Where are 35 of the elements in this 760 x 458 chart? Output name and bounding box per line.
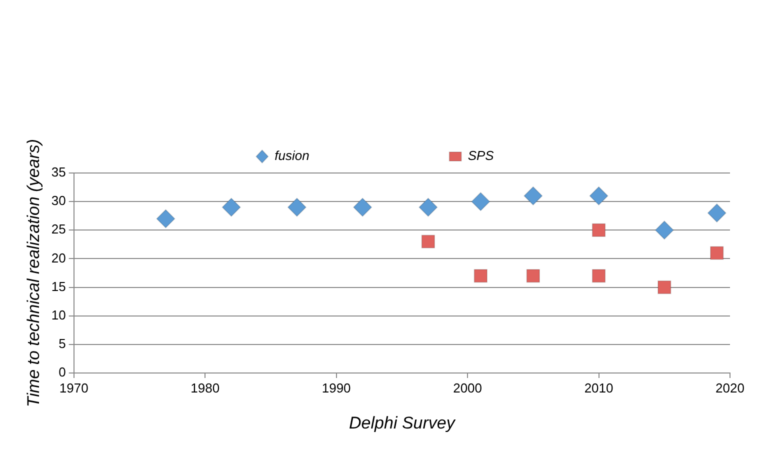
- point: [471, 192, 490, 212]
- y-tick-label: 10: [51, 307, 66, 322]
- y-tick-label: 0: [58, 364, 66, 380]
- point: [287, 198, 306, 217]
- legend-label: fusion: [274, 148, 310, 164]
- x-tick-label: 2010: [584, 380, 614, 396]
- point: [710, 246, 724, 260]
- point: [156, 209, 176, 228]
- x-axis-title: Delphi Survey: [349, 414, 456, 433]
- y-tick-label: 20: [51, 250, 66, 266]
- point: [654, 220, 674, 240]
- x-tick-label: 2020: [716, 380, 744, 396]
- y-tick-label: 30: [51, 193, 66, 208]
- x-tick-label: 1980: [190, 380, 220, 396]
- y-tick-label: 25: [51, 222, 66, 237]
- point: [222, 198, 241, 217]
- legend-label: SPS: [468, 148, 494, 164]
- y-tick-label: 15: [51, 278, 66, 294]
- x-tick-label: 1990: [322, 380, 351, 396]
- y-axis-title: Time to technical realization (years): [24, 138, 43, 408]
- point: [707, 204, 726, 222]
- point: [353, 198, 372, 217]
- point: [418, 198, 438, 217]
- x-tick-label: 2000: [453, 380, 482, 396]
- y-tick-label: 35: [51, 164, 66, 180]
- y-tick-label: 5: [58, 336, 66, 352]
- x-tick-label: 1970: [59, 380, 88, 396]
- point: [526, 268, 540, 283]
- point: [592, 223, 606, 238]
- point: [524, 186, 543, 206]
- point: [421, 234, 436, 248]
- point: [474, 268, 488, 283]
- point: [658, 280, 672, 294]
- point: [592, 268, 606, 283]
- point: [589, 186, 608, 206]
